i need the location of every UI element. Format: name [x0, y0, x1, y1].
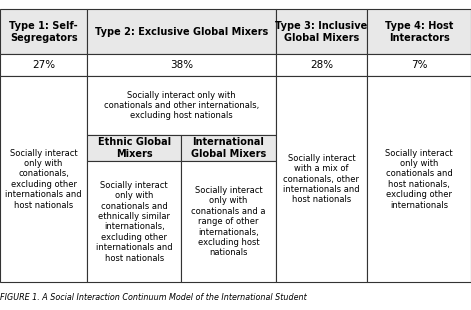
Text: International
Global Mixers: International Global Mixers [191, 137, 266, 159]
Bar [276, 9, 367, 54]
Text: Socially interact
only with
conationals and
ethnically similar
internationals,
e: Socially interact only with conationals … [96, 181, 172, 263]
Bar [367, 76, 471, 282]
Bar [0, 9, 87, 54]
Text: 28%: 28% [310, 60, 333, 70]
Bar [367, 9, 471, 54]
Bar [181, 135, 276, 161]
Text: Socially interact
with a mix of
conationals, other
internationals and
host natio: Socially interact with a mix of conation… [283, 154, 360, 204]
Bar [87, 135, 181, 161]
Text: FIGURE 1. A Social Interaction Continuum Model of the International Student: FIGURE 1. A Social Interaction Continuum… [0, 293, 307, 302]
Text: Socially interact
only with
conationals,
excluding other
internationals and
host: Socially interact only with conationals,… [5, 148, 82, 210]
Bar [87, 54, 276, 76]
Text: Type 3: Inclusive
Global Mixers: Type 3: Inclusive Global Mixers [276, 21, 367, 42]
Text: Type 4: Host
Interactors: Type 4: Host Interactors [385, 21, 454, 42]
Bar [87, 76, 276, 135]
Bar [181, 161, 276, 282]
Text: Type 1: Self-
Segregators: Type 1: Self- Segregators [9, 21, 78, 42]
Text: 7%: 7% [411, 60, 428, 70]
Bar [87, 161, 181, 282]
Bar [367, 54, 471, 76]
Bar [0, 54, 87, 76]
Text: Socially interact
only with
conationals and a
range of other
internationals,
exc: Socially interact only with conationals … [191, 186, 266, 257]
Bar [276, 54, 367, 76]
Text: Socially interact only with
conationals and other internationals,
excluding host: Socially interact only with conationals … [104, 91, 259, 120]
Bar [87, 9, 276, 54]
Text: Ethnic Global
Mixers: Ethnic Global Mixers [97, 137, 171, 159]
Bar [276, 76, 367, 282]
Text: 27%: 27% [32, 60, 55, 70]
Bar [0, 76, 87, 282]
Text: 38%: 38% [170, 60, 193, 70]
Text: Socially interact
only with
conationals and
host nationals,
excluding other
inte: Socially interact only with conationals … [385, 148, 453, 210]
Text: Type 2: Exclusive Global Mixers: Type 2: Exclusive Global Mixers [95, 27, 268, 37]
